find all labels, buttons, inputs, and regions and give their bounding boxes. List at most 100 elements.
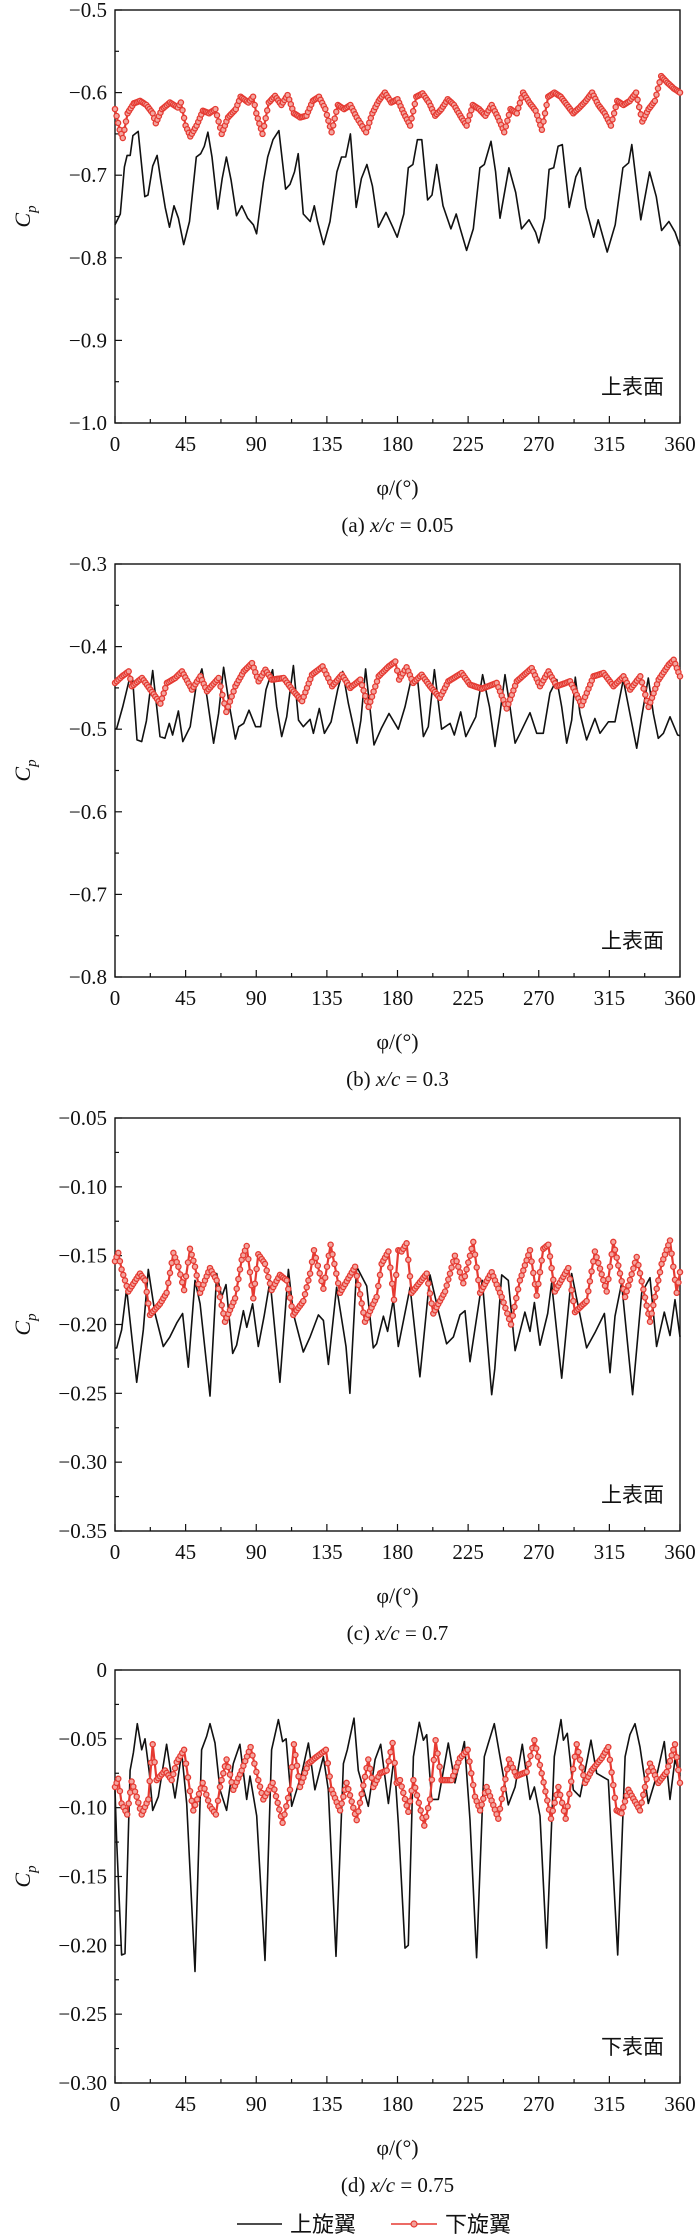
y-tick-label: −0.7 xyxy=(69,882,107,906)
data-marker xyxy=(643,1775,650,1783)
data-marker xyxy=(398,1783,405,1790)
data-marker xyxy=(618,1277,625,1285)
plot-frame xyxy=(114,1669,681,2084)
x-axis-title: φ/(°) xyxy=(376,1029,418,1054)
data-marker xyxy=(193,1796,201,1803)
data-marker xyxy=(193,1272,200,1279)
data-marker xyxy=(473,1264,480,1271)
data-marker xyxy=(118,1266,125,1273)
y-tick-label: −0.25 xyxy=(58,2002,107,2026)
data-marker xyxy=(551,1799,558,1807)
data-marker xyxy=(425,1280,432,1287)
data-marker xyxy=(392,658,399,665)
data-marker xyxy=(640,685,647,692)
y-axis-title: Cp xyxy=(10,1865,40,1888)
data-marker xyxy=(568,1286,575,1294)
data-marker xyxy=(475,1276,482,1284)
panel-c: 0 45 90 135 180 225 270 315 360 −0.35 −0.30 −0.25 −0… xyxy=(10,1106,696,1645)
y-tick-label: −0.35 xyxy=(58,1519,107,1543)
data-marker xyxy=(536,1761,544,1769)
data-marker xyxy=(466,1758,473,1765)
data-marker xyxy=(253,110,260,117)
data-marker xyxy=(328,128,335,136)
data-marker xyxy=(303,1284,310,1291)
x-tick-label: 135 xyxy=(311,1540,343,1564)
y-tick-label: −0.05 xyxy=(58,1727,107,1751)
y-tick-label: −1.0 xyxy=(69,411,107,435)
data-marker xyxy=(262,114,269,122)
data-marker xyxy=(250,1295,257,1302)
data-marker xyxy=(641,1294,649,1301)
y-tick-label: −0.15 xyxy=(58,1244,107,1268)
data-marker xyxy=(528,1258,535,1265)
data-marker xyxy=(388,1280,396,1287)
data-marker xyxy=(576,1756,584,1764)
data-marker xyxy=(562,1815,569,1822)
caption-prefix: (c) xyxy=(347,1621,376,1645)
data-marker xyxy=(327,1241,334,1248)
data-marker xyxy=(641,1783,649,1791)
data-marker xyxy=(541,110,549,117)
data-marker xyxy=(586,1278,594,1285)
caption-prefix: (b) xyxy=(346,1067,376,1091)
data-marker xyxy=(190,1807,197,1814)
y-tick-label: −0.8 xyxy=(69,246,107,270)
data-marker xyxy=(122,118,130,125)
data-marker xyxy=(500,128,508,136)
data-marker xyxy=(570,1297,577,1305)
data-marker xyxy=(331,115,338,122)
x-tick-label: 0 xyxy=(110,2092,121,2116)
data-marker xyxy=(465,1259,472,1266)
x-axis-title: φ/(°) xyxy=(376,1583,418,1608)
surface-annotation: 上表面 xyxy=(601,929,664,953)
data-marker xyxy=(389,1739,396,1747)
y-tick-label: −0.5 xyxy=(69,717,107,741)
data-marker xyxy=(556,1791,564,1799)
data-marker xyxy=(630,1265,637,1272)
data-marker xyxy=(243,1242,250,1250)
x-tick-label: 315 xyxy=(594,986,626,1010)
data-marker xyxy=(610,1238,617,1246)
data-marker xyxy=(368,1774,375,1782)
data-marker xyxy=(390,1296,398,1303)
data-marker xyxy=(476,1807,484,1814)
data-marker xyxy=(223,708,230,716)
data-marker xyxy=(255,1776,262,1784)
data-marker xyxy=(673,1289,680,1297)
data-marker xyxy=(509,1312,517,1319)
data-marker xyxy=(253,1768,260,1776)
data-marker xyxy=(575,1748,582,1756)
x-tick-label: 315 xyxy=(594,2092,626,2116)
data-marker xyxy=(514,1286,522,1293)
series-lower-rotor xyxy=(111,1237,684,1328)
x-tick-label: 90 xyxy=(246,986,267,1010)
data-marker xyxy=(621,1293,629,1301)
data-marker xyxy=(513,1294,520,1302)
x-tick-label: 135 xyxy=(311,986,343,1010)
data-marker xyxy=(355,1281,362,1289)
data-marker xyxy=(455,1263,462,1270)
data-marker xyxy=(511,1303,518,1311)
y-axis-title: Cp xyxy=(10,759,40,782)
data-marker xyxy=(611,1794,619,1802)
data-marker xyxy=(186,1787,194,1795)
data-marker xyxy=(180,114,188,122)
data-marker xyxy=(212,105,219,113)
x-tick-label: 180 xyxy=(382,986,414,1010)
x-tick-label: 315 xyxy=(594,1540,626,1564)
data-marker xyxy=(362,692,369,700)
caption-value: = 0.75 xyxy=(395,2173,454,2197)
data-marker xyxy=(121,126,128,134)
x-tick-label: 180 xyxy=(382,1540,414,1564)
y-tick-label: −0.4 xyxy=(69,635,108,659)
data-marker xyxy=(421,1822,428,1829)
x-tick-label: 90 xyxy=(246,1540,267,1564)
data-marker xyxy=(504,117,511,124)
data-marker xyxy=(322,105,329,113)
y-axis-title: Cp xyxy=(10,1313,40,1336)
data-marker xyxy=(370,688,377,695)
data-marker xyxy=(160,690,167,697)
data-marker xyxy=(338,1800,345,1807)
data-marker xyxy=(583,1297,590,1305)
